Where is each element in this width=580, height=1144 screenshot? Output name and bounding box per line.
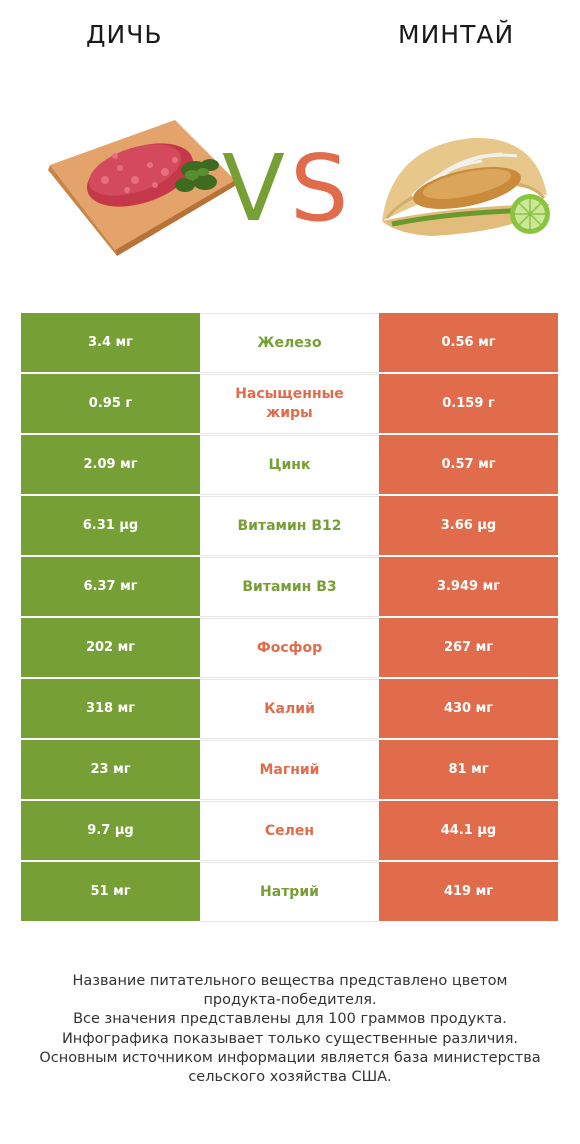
- nutrient-label: Калий: [200, 679, 379, 739]
- left-value-cell: 0.95 г: [21, 374, 200, 434]
- table-row: 9.7 µg Селен 44.1 µg: [21, 800, 558, 861]
- table-row: 202 мг Фосфор 267 мг: [21, 617, 558, 678]
- nutrient-label: Витамин B3: [200, 557, 379, 617]
- nutrient-label: Селен: [200, 801, 379, 861]
- table-row: 6.37 мг Витамин B3 3.949 мг: [21, 556, 558, 617]
- right-food-title: МИНТАЙ: [398, 20, 515, 49]
- right-value-cell: 0.56 мг: [379, 313, 558, 373]
- table-row: 3.4 мг Железо 0.56 мг: [21, 313, 558, 373]
- right-value-cell: 3.66 µg: [379, 496, 558, 556]
- left-value-cell: 51 мг: [21, 862, 200, 922]
- left-value-cell: 6.31 µg: [21, 496, 200, 556]
- right-value-cell: 0.159 г: [379, 374, 558, 434]
- vs-logo: V S: [222, 135, 348, 238]
- nutrient-label: Витамин B12: [200, 496, 379, 556]
- comparison-table: 3.4 мг Железо 0.56 мг 0.95 г Насыщенные жиры…: [21, 313, 558, 922]
- nutrient-label: Магний: [200, 740, 379, 800]
- fish-taco-image: [382, 137, 550, 236]
- left-value-cell: 2.09 мг: [21, 435, 200, 495]
- footer-notes: Название питательного вещества представл…: [20, 972, 560, 1087]
- footer-line: Основным источником информации является …: [39, 1049, 541, 1066]
- nutrient-label: Железо: [200, 313, 379, 373]
- right-value-cell: 81 мг: [379, 740, 558, 800]
- right-value-cell: 267 мг: [379, 618, 558, 678]
- right-value-cell: 3.949 мг: [379, 557, 558, 617]
- table-row: 23 мг Магний 81 мг: [21, 739, 558, 800]
- footer-line: Все значения представлены для 100 граммо…: [73, 1011, 507, 1028]
- vs-v-letter: V: [222, 135, 285, 238]
- footer-line: Инфографика показывает только существенн…: [61, 1030, 519, 1047]
- right-value-cell: 419 мг: [379, 862, 558, 922]
- left-food-title: ДИЧЬ: [86, 20, 163, 49]
- left-value-cell: 9.7 µg: [21, 801, 200, 861]
- table-row: 2.09 мг Цинк 0.57 мг: [21, 434, 558, 495]
- ground-meat-image: [48, 120, 235, 256]
- nutrient-label: Цинк: [200, 435, 379, 495]
- table-row: 51 мг Натрий 419 мг: [21, 861, 558, 922]
- left-value-cell: 23 мг: [21, 740, 200, 800]
- nutrient-label: Фосфор: [200, 618, 379, 678]
- right-value-cell: 44.1 µg: [379, 801, 558, 861]
- table-row: 318 мг Калий 430 мг: [21, 678, 558, 739]
- vs-s-letter: S: [290, 135, 348, 238]
- footer-line: продукта-победителя.: [203, 992, 377, 1009]
- right-value-cell: 0.57 мг: [379, 435, 558, 495]
- footer-line: Название питательного вещества представл…: [72, 973, 508, 989]
- left-value-cell: 202 мг: [21, 618, 200, 678]
- footer-line: сельского хозяйства США.: [188, 1069, 392, 1086]
- table-row: 6.31 µg Витамин B12 3.66 µg: [21, 495, 558, 556]
- nutrient-label: Насыщенные жиры: [200, 374, 379, 434]
- table-row: 0.95 г Насыщенные жиры 0.159 г: [21, 373, 558, 434]
- right-value-cell: 430 мг: [379, 679, 558, 739]
- left-value-cell: 3.4 мг: [21, 313, 200, 373]
- nutrient-label: Натрий: [200, 862, 379, 922]
- left-value-cell: 318 мг: [21, 679, 200, 739]
- left-value-cell: 6.37 мг: [21, 557, 200, 617]
